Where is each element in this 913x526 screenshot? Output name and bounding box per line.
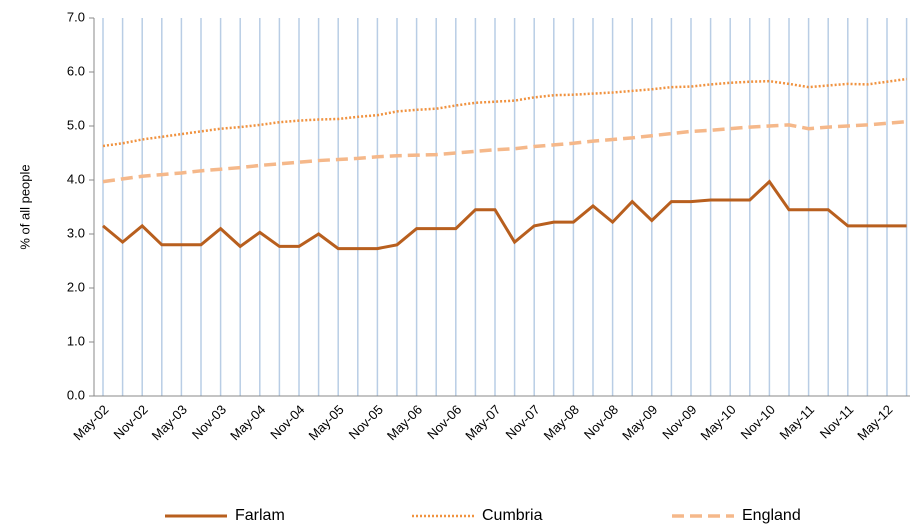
x-tick-label: May-09 <box>619 402 660 443</box>
line-farlam <box>102 179 907 251</box>
legend-label: England <box>742 507 801 524</box>
line-cumbria <box>102 77 907 148</box>
y-axis-title: % of all people <box>17 164 32 249</box>
x-tick-label: May-07 <box>462 402 503 443</box>
x-tick-label: May-05 <box>305 402 346 443</box>
x-tick-label: Nov-05 <box>346 402 386 442</box>
x-tick-label: May-06 <box>384 402 425 443</box>
x-tick-label: Nov-03 <box>189 402 229 442</box>
y-tick-label: 5.0 <box>67 117 85 132</box>
y-tick-label: 2.0 <box>67 279 85 294</box>
x-tick-label: Nov-04 <box>267 402 307 442</box>
x-tick-label: May-03 <box>149 402 190 443</box>
y-tick-label: 7.0 <box>67 9 85 24</box>
line-england <box>102 119 907 184</box>
x-tick-label: May-02 <box>70 402 111 443</box>
x-tick-label: Nov-09 <box>659 402 699 442</box>
y-tick-label: 1.0 <box>67 333 85 348</box>
x-tick-label: May-11 <box>777 402 818 443</box>
y-tick-label: 6.0 <box>67 63 85 78</box>
x-tick-label: Nov-10 <box>738 402 778 442</box>
x-tick-label: May-04 <box>227 402 268 443</box>
x-tick-label: May-10 <box>697 402 738 443</box>
x-tick-label: Nov-08 <box>581 402 621 442</box>
legend-label: Farlam <box>235 507 285 524</box>
y-tick-label: 4.0 <box>67 171 85 186</box>
x-tick-label: Nov-11 <box>817 402 857 442</box>
y-tick-label: 3.0 <box>67 225 85 240</box>
legend-label: Cumbria <box>482 507 543 524</box>
x-tick-label: May-12 <box>854 402 895 443</box>
x-tick-label: May-08 <box>541 402 582 443</box>
x-tick-label: Nov-02 <box>111 402 151 442</box>
x-tick-label: Nov-06 <box>424 402 464 442</box>
y-tick-label: 0.0 <box>67 387 85 402</box>
x-tick-label: Nov-07 <box>503 402 543 442</box>
